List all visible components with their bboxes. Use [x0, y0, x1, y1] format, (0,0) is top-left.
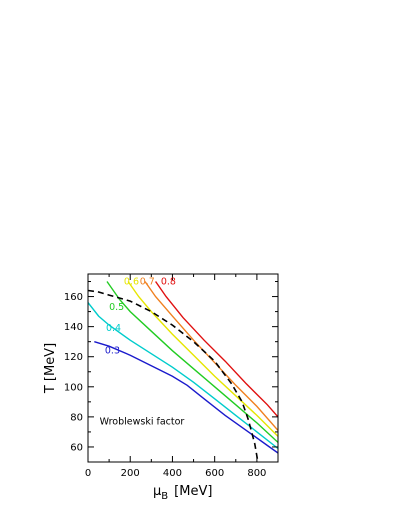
curve-label-0.8: 0.8 — [161, 277, 176, 288]
curve-label-0.7: 0.7 — [140, 277, 155, 288]
series-line-0.3 — [94, 341, 278, 454]
y-tick-label: 160 — [64, 292, 83, 303]
y-tick-label: 80 — [70, 412, 83, 423]
x-tick-label: 800 — [247, 468, 266, 479]
y-tick-label: 100 — [64, 382, 83, 393]
curve-labels-layer: 0.3 0.4 0.5 0.6 0.7 0.8 — [105, 277, 176, 357]
x-axis-subscript: B — [161, 491, 168, 502]
ticks-layer: 0 200 400 600 800 60 80 100 120 140 160 — [64, 274, 279, 479]
y-axis-title: T [MeV] — [43, 343, 58, 394]
series-line-0.4 — [88, 302, 278, 450]
x-axis-title: μB [MeV] — [153, 484, 212, 502]
series-line-dashed — [88, 289, 259, 462]
curves-layer — [88, 281, 278, 462]
x-tick-label: 200 — [121, 468, 140, 479]
x-tick-label: 400 — [163, 468, 182, 479]
x-tick-label: 600 — [205, 468, 224, 479]
x-axis-symbol: μ — [153, 484, 161, 499]
y-tick-label: 120 — [64, 352, 83, 363]
plot-frame — [87, 273, 279, 463]
wroblewski-annotation: Wroblewski factor — [100, 416, 185, 427]
series-line-0.6 — [127, 281, 278, 437]
curve-label-0.4: 0.4 — [106, 323, 121, 334]
curve-label-0.3: 0.3 — [105, 346, 120, 357]
curve-label-0.6: 0.6 — [124, 277, 139, 288]
curve-label-0.5: 0.5 — [109, 302, 124, 313]
y-tick-label: 140 — [64, 322, 83, 333]
y-tick-label: 60 — [70, 442, 83, 453]
x-tick-label: 0 — [85, 468, 91, 479]
x-axis-unit: [MeV] — [174, 484, 212, 499]
series-line-0.8 — [155, 281, 278, 418]
series-line-0.7 — [144, 281, 278, 431]
series-line-0.5 — [106, 281, 278, 443]
